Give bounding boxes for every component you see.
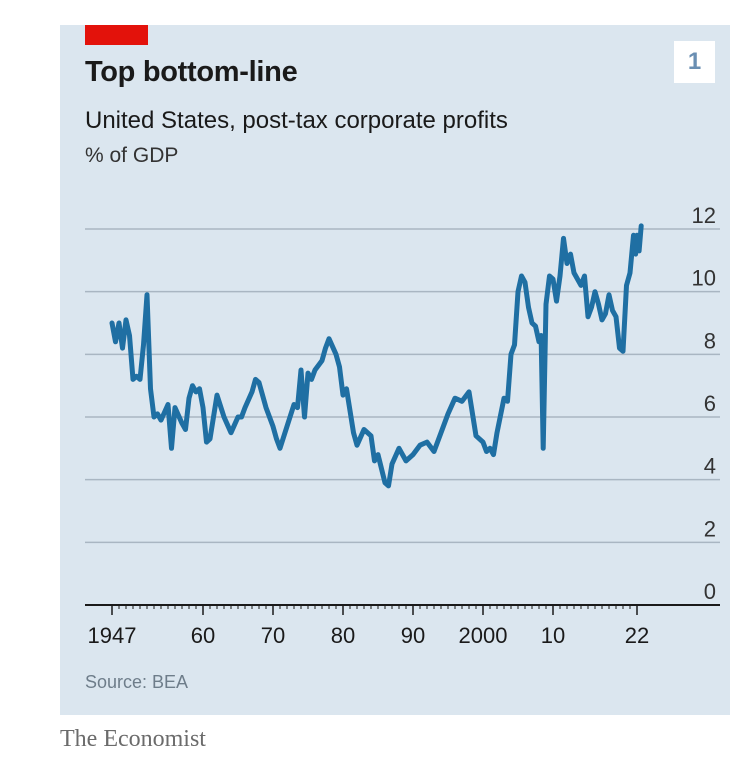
chart-unit-label: % of GDP bbox=[85, 144, 179, 167]
series-line-profits bbox=[109, 223, 644, 489]
x-tick-label: 70 bbox=[261, 623, 285, 648]
y-tick-label: 10 bbox=[692, 266, 716, 291]
x-tick-label: 10 bbox=[541, 623, 565, 648]
brand-accent-tag bbox=[85, 25, 148, 45]
x-axis: 1947 60 70 80 90 2000 10 22 bbox=[85, 604, 720, 648]
chart-subtitle: United States, post-tax corporate profit… bbox=[85, 107, 508, 134]
source-note: Source: BEA bbox=[85, 672, 189, 692]
gridlines bbox=[85, 228, 720, 544]
chart-title: Top bottom-line bbox=[85, 56, 298, 88]
economist-logo: The Economist bbox=[60, 726, 206, 752]
y-tick-label: 0 bbox=[704, 579, 716, 604]
x-tick-label: 22 bbox=[625, 623, 649, 648]
y-tick-label: 2 bbox=[704, 516, 716, 541]
data-series bbox=[109, 223, 644, 489]
chart-panel bbox=[60, 25, 730, 715]
y-tick-label: 12 bbox=[692, 203, 716, 228]
y-axis-tick-labels: 0 2 4 6 8 10 12 bbox=[692, 203, 716, 604]
x-tick-label: 60 bbox=[191, 623, 215, 648]
y-tick-label: 4 bbox=[704, 454, 716, 479]
line-chart: 0 2 4 6 8 10 12 1947 60 70 80 90 2000 10 22 bbox=[85, 203, 720, 648]
x-tick-label: 2000 bbox=[459, 623, 508, 648]
y-tick-label: 6 bbox=[704, 391, 716, 416]
y-tick-label: 8 bbox=[704, 328, 716, 353]
chart-number-badge: 1 bbox=[674, 41, 715, 83]
x-tick-label: 1947 bbox=[88, 623, 137, 648]
x-tick-label: 90 bbox=[401, 623, 425, 648]
x-tick-label: 80 bbox=[331, 623, 355, 648]
